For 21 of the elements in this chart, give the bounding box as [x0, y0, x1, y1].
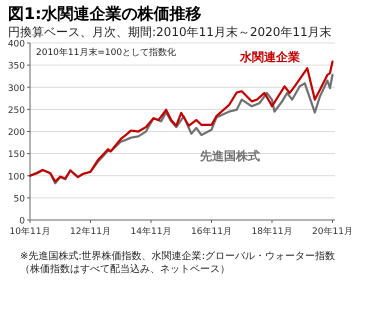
y-tick-label: 50: [14, 194, 26, 204]
annotation: 2010年11月末=100として指数化: [36, 47, 176, 58]
x-tick-label: 16年11月: [191, 226, 232, 237]
x-tick-label: 20年11月: [312, 226, 353, 237]
chart-title: 図1:水関連企業の株価推移: [8, 4, 202, 23]
y-tick-label: 200: [8, 128, 26, 138]
y-tick-label: 350: [8, 62, 26, 72]
series-label: 水関連企業: [239, 50, 300, 64]
series-label: 先進国株式: [199, 149, 260, 163]
x-tick-label: 14年11月: [130, 226, 172, 237]
x-tick-label: 12年11月: [70, 226, 111, 237]
y-tick-label: 400: [8, 40, 26, 50]
chart-subtitle: 円換算ベース、月次、期間:2010年11月末～2020年11月末: [8, 25, 332, 39]
x-tick-label: 18年11月: [252, 226, 292, 237]
y-tick-label: 300: [8, 84, 26, 94]
y-tick-label: 0: [19, 216, 26, 226]
y-tick-label: 150: [8, 150, 26, 160]
y-tick-label: 100: [8, 172, 26, 182]
y-tick-label: 250: [8, 106, 26, 116]
x-tick-label: 10年11月: [10, 226, 50, 237]
text: ※先進国株式:世界株価指数、水関連企業:グローバル・ウォーター指数（株価指数はすべて配当込み、ネットベース）: [20, 250, 336, 276]
